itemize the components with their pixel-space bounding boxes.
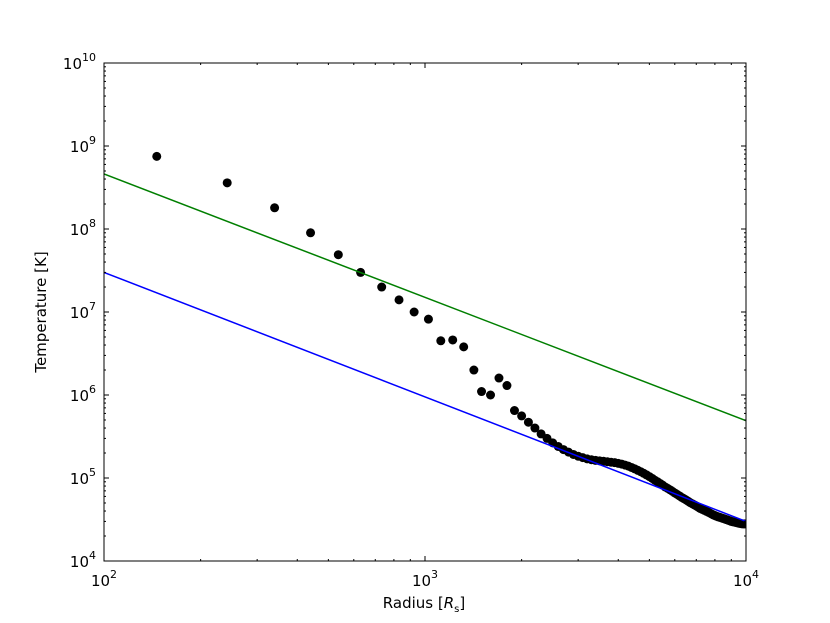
scatter-point — [409, 307, 419, 317]
x-tick-label: 104 — [733, 568, 759, 590]
axes-frame — [103, 62, 747, 562]
x-axis-label-suffix: ] — [459, 594, 465, 612]
scatter-point — [517, 411, 527, 421]
y-axis-label: Temperature [K] — [32, 251, 50, 373]
scatter-point — [222, 178, 232, 188]
plot-area — [104, 151, 746, 529]
x-axis-label-subscript: s — [454, 604, 459, 615]
scatter-point — [459, 342, 469, 352]
x-tick-label: 103 — [412, 568, 438, 590]
x-axis-label-variable: R — [444, 594, 454, 612]
scatter-point — [377, 282, 387, 292]
scatter-point — [394, 295, 404, 305]
scatter-point — [436, 336, 446, 346]
scatter-point — [523, 417, 533, 427]
scatter-point — [306, 228, 316, 238]
scatter-point — [502, 381, 512, 391]
scatter-point — [423, 314, 433, 324]
scatter-point — [494, 373, 504, 383]
plot-contents — [104, 151, 746, 529]
y-tick-label: 1010 — [63, 51, 96, 73]
scatter-point — [469, 365, 479, 375]
scatter-point — [477, 387, 487, 397]
x-tick-label: 102 — [91, 568, 117, 590]
y-tick-label: 107 — [70, 300, 96, 322]
x-axis-label: Radius [Rs] — [383, 594, 465, 615]
scatter-point — [530, 423, 540, 433]
scatter-point — [448, 335, 458, 345]
scatter-point — [486, 390, 496, 400]
y-tick-label: 105 — [70, 466, 96, 488]
x-axis-label-prefix: Radius [ — [383, 594, 444, 612]
scatter-point — [333, 250, 343, 260]
scatter-point — [152, 151, 162, 161]
series-line-2 — [104, 271, 746, 523]
scatter-point — [509, 406, 519, 416]
y-tick-label: 106 — [70, 383, 96, 405]
scatter-point — [270, 203, 280, 213]
series-line-1 — [104, 173, 746, 422]
y-tick-label: 108 — [70, 217, 96, 239]
y-tick-label: 104 — [70, 549, 96, 571]
y-tick-label: 109 — [70, 134, 96, 156]
